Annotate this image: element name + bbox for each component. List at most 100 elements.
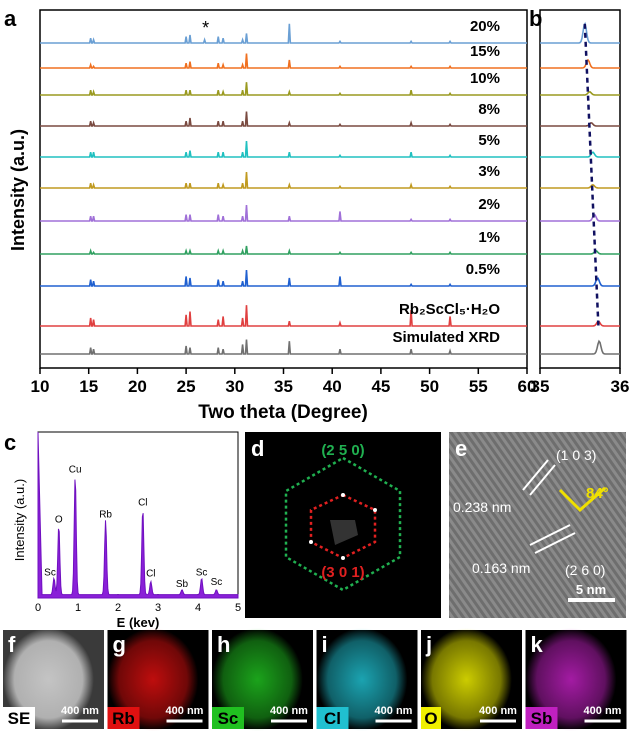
element-tag bbox=[3, 707, 35, 729]
panel-letter: d bbox=[251, 436, 264, 461]
spacing-label: 0.163 nm bbox=[472, 560, 530, 576]
panel-c-frame bbox=[37, 431, 239, 599]
x-axis-title: Two theta (Degree) bbox=[198, 402, 368, 423]
peak-label: Cl bbox=[146, 569, 155, 580]
element-label: Sb bbox=[531, 709, 553, 728]
panel-letter: f bbox=[8, 632, 16, 657]
element-tag bbox=[421, 707, 441, 729]
xrd-trace bbox=[40, 53, 527, 69]
zoom-trace bbox=[540, 339, 620, 355]
x-tick-label: 50 bbox=[420, 377, 439, 396]
zoom-trace bbox=[540, 249, 620, 255]
scale-label: 5 nm bbox=[576, 582, 606, 597]
panel-letter: b bbox=[529, 6, 542, 31]
x-tick-label: 2 bbox=[115, 602, 121, 614]
beam-stop bbox=[330, 520, 358, 545]
zoom-trace bbox=[540, 91, 620, 96]
element-label: O bbox=[424, 709, 437, 728]
trace-label: 15% bbox=[470, 43, 500, 60]
scale-label: 400 nm bbox=[61, 705, 99, 717]
x-tick-label: 35 bbox=[274, 377, 293, 396]
plane-label: (2 6 0) bbox=[565, 562, 605, 578]
x-tick-label: 15 bbox=[79, 377, 98, 396]
element-tag bbox=[525, 707, 558, 729]
particle bbox=[525, 628, 617, 731]
element-label: Cl bbox=[324, 709, 341, 728]
fringe-marker bbox=[534, 532, 576, 554]
panel-letter: g bbox=[113, 632, 126, 657]
peak-label: Sc bbox=[211, 577, 223, 588]
trace-label: 1% bbox=[478, 229, 500, 246]
xrd-trace bbox=[40, 245, 527, 255]
zoom-trace bbox=[540, 58, 620, 69]
trace-label: 10% bbox=[470, 70, 500, 87]
x-tick-label: 45 bbox=[371, 377, 390, 396]
zoom-trace bbox=[540, 320, 620, 327]
annotation: * bbox=[202, 18, 209, 38]
trace-label: Simulated XRD bbox=[392, 329, 500, 346]
shift-guide bbox=[583, 23, 600, 327]
trace-label: 3% bbox=[478, 163, 500, 180]
particle bbox=[3, 628, 94, 731]
y-axis-title: Intensity (a.u.) bbox=[8, 129, 28, 251]
scale-label: 400 nm bbox=[375, 705, 413, 717]
particle bbox=[316, 628, 408, 731]
xrd-trace bbox=[40, 140, 527, 158]
particle bbox=[107, 628, 199, 731]
xrd-trace bbox=[40, 339, 527, 355]
fringe-marker bbox=[529, 464, 556, 496]
panel-letter: c bbox=[4, 430, 16, 455]
spacing-label: 0.238 nm bbox=[453, 499, 511, 515]
plane-label: (2 5 0) bbox=[321, 442, 364, 459]
x-tick-label: 36 bbox=[611, 377, 630, 396]
trace-label: Rb₂ScCl₅·H₂O bbox=[399, 301, 500, 318]
angle-marker bbox=[558, 486, 606, 513]
xrd-trace bbox=[40, 204, 527, 222]
scale-label: 400 nm bbox=[270, 705, 308, 717]
hrtem-image bbox=[449, 432, 626, 618]
x-axis-title: E (kev) bbox=[117, 615, 160, 630]
fringe-marker bbox=[522, 459, 549, 491]
x-tick-label: 1 bbox=[75, 602, 81, 614]
spot bbox=[341, 556, 345, 560]
spot bbox=[373, 508, 377, 512]
peak-label: Cu bbox=[69, 464, 82, 475]
x-tick-label: 40 bbox=[323, 377, 342, 396]
xrd-trace bbox=[40, 171, 527, 189]
x-tick-label: 0 bbox=[35, 602, 41, 614]
panel-letter: h bbox=[217, 632, 230, 657]
panel-letter: a bbox=[4, 6, 17, 31]
x-tick-label: 60 bbox=[518, 377, 537, 396]
panel-letter: j bbox=[425, 632, 432, 657]
panel-letter: e bbox=[455, 436, 467, 461]
peak-label: Sc bbox=[196, 567, 208, 578]
zoom-trace bbox=[540, 121, 620, 127]
element-label: SE bbox=[8, 709, 31, 728]
particle bbox=[212, 628, 303, 731]
element-label: Sc bbox=[218, 709, 239, 728]
scale-label: 400 nm bbox=[479, 705, 517, 717]
x-tick-label: 55 bbox=[469, 377, 488, 396]
xrd-trace bbox=[40, 111, 527, 127]
trace-label: 5% bbox=[478, 132, 500, 149]
element-tag bbox=[316, 707, 349, 729]
trace-label: 20% bbox=[470, 18, 500, 35]
element-tag bbox=[107, 707, 140, 729]
xrd-trace bbox=[40, 269, 527, 287]
x-tick-label: 3 bbox=[155, 602, 161, 614]
panel-letter: k bbox=[531, 632, 544, 657]
angle-label: 84° bbox=[586, 485, 609, 502]
peak-label: Cl bbox=[138, 498, 147, 509]
scale-label: 400 nm bbox=[166, 705, 204, 717]
element-label: Rb bbox=[112, 709, 135, 728]
zoom-trace bbox=[540, 21, 620, 44]
x-tick-label: 35 bbox=[531, 377, 550, 396]
x-tick-label: 10 bbox=[31, 377, 50, 396]
x-tick-label: 5 bbox=[235, 602, 241, 614]
x-tick-label: 25 bbox=[177, 377, 196, 396]
x-tick-label: 30 bbox=[225, 377, 244, 396]
xrd-trace bbox=[40, 23, 527, 44]
zoom-trace bbox=[540, 151, 620, 158]
plane-label: (1 0 3) bbox=[556, 447, 596, 463]
